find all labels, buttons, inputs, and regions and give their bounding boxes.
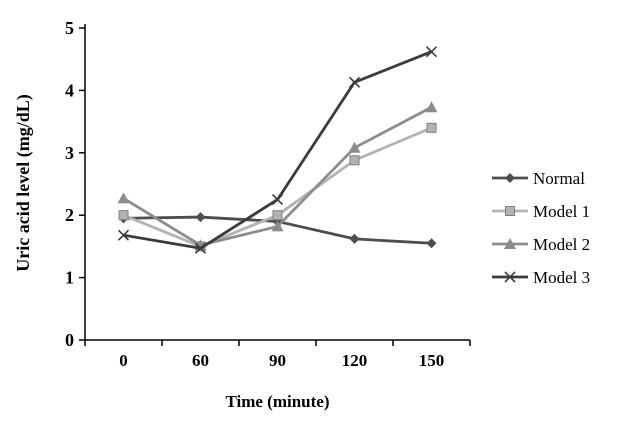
- legend-label: Model 3: [533, 268, 590, 287]
- triangle-marker: [271, 220, 284, 232]
- diamond-marker: [195, 212, 206, 223]
- y-tick-label: 1: [65, 268, 74, 288]
- legend-label: Normal: [533, 169, 585, 188]
- x-marker: [271, 194, 284, 206]
- x-marker: [194, 242, 207, 254]
- x-marker: [117, 229, 130, 241]
- x-tick-label: 60: [192, 351, 209, 370]
- series-model-2: [117, 101, 438, 251]
- y-tick-label: 4: [65, 80, 74, 100]
- legend-item-model-1: Model 1: [492, 202, 590, 221]
- legend-item-normal: Normal: [492, 169, 585, 188]
- y-tick-label: 3: [65, 143, 74, 163]
- y-tick-label: 5: [65, 18, 74, 38]
- y-tick-label: 2: [65, 205, 74, 225]
- series-model-1: [118, 122, 437, 252]
- series-model-3: [117, 46, 438, 254]
- x-tick-label: 120: [342, 351, 368, 370]
- x-marker: [504, 271, 516, 283]
- x-tick-label: 0: [119, 351, 128, 370]
- triangle-marker: [348, 141, 361, 153]
- triangle-marker: [117, 192, 130, 204]
- square-marker: [272, 210, 283, 221]
- x-tick-label: 90: [269, 351, 286, 370]
- legend-item-model-2: Model 2: [492, 235, 590, 254]
- y-tick-label: 0: [65, 330, 74, 350]
- square-marker: [426, 122, 437, 133]
- x-marker: [348, 76, 361, 88]
- legend-item-model-3: Model 3: [492, 268, 590, 287]
- x-marker: [425, 46, 438, 58]
- square-marker: [505, 206, 515, 216]
- triangle-marker: [504, 238, 516, 249]
- square-marker: [349, 155, 360, 166]
- legend-label: Model 1: [533, 202, 590, 221]
- x-tick-label: 150: [419, 351, 445, 370]
- diamond-marker: [426, 238, 437, 249]
- triangle-marker: [425, 101, 438, 113]
- legend-label: Model 2: [533, 235, 590, 254]
- square-marker: [118, 210, 129, 221]
- diamond-marker: [349, 233, 360, 244]
- x-axis-title: Time (minute): [225, 392, 330, 411]
- diamond-marker: [505, 173, 515, 183]
- y-axis-title: Uric acid level (mg/dL): [13, 94, 33, 272]
